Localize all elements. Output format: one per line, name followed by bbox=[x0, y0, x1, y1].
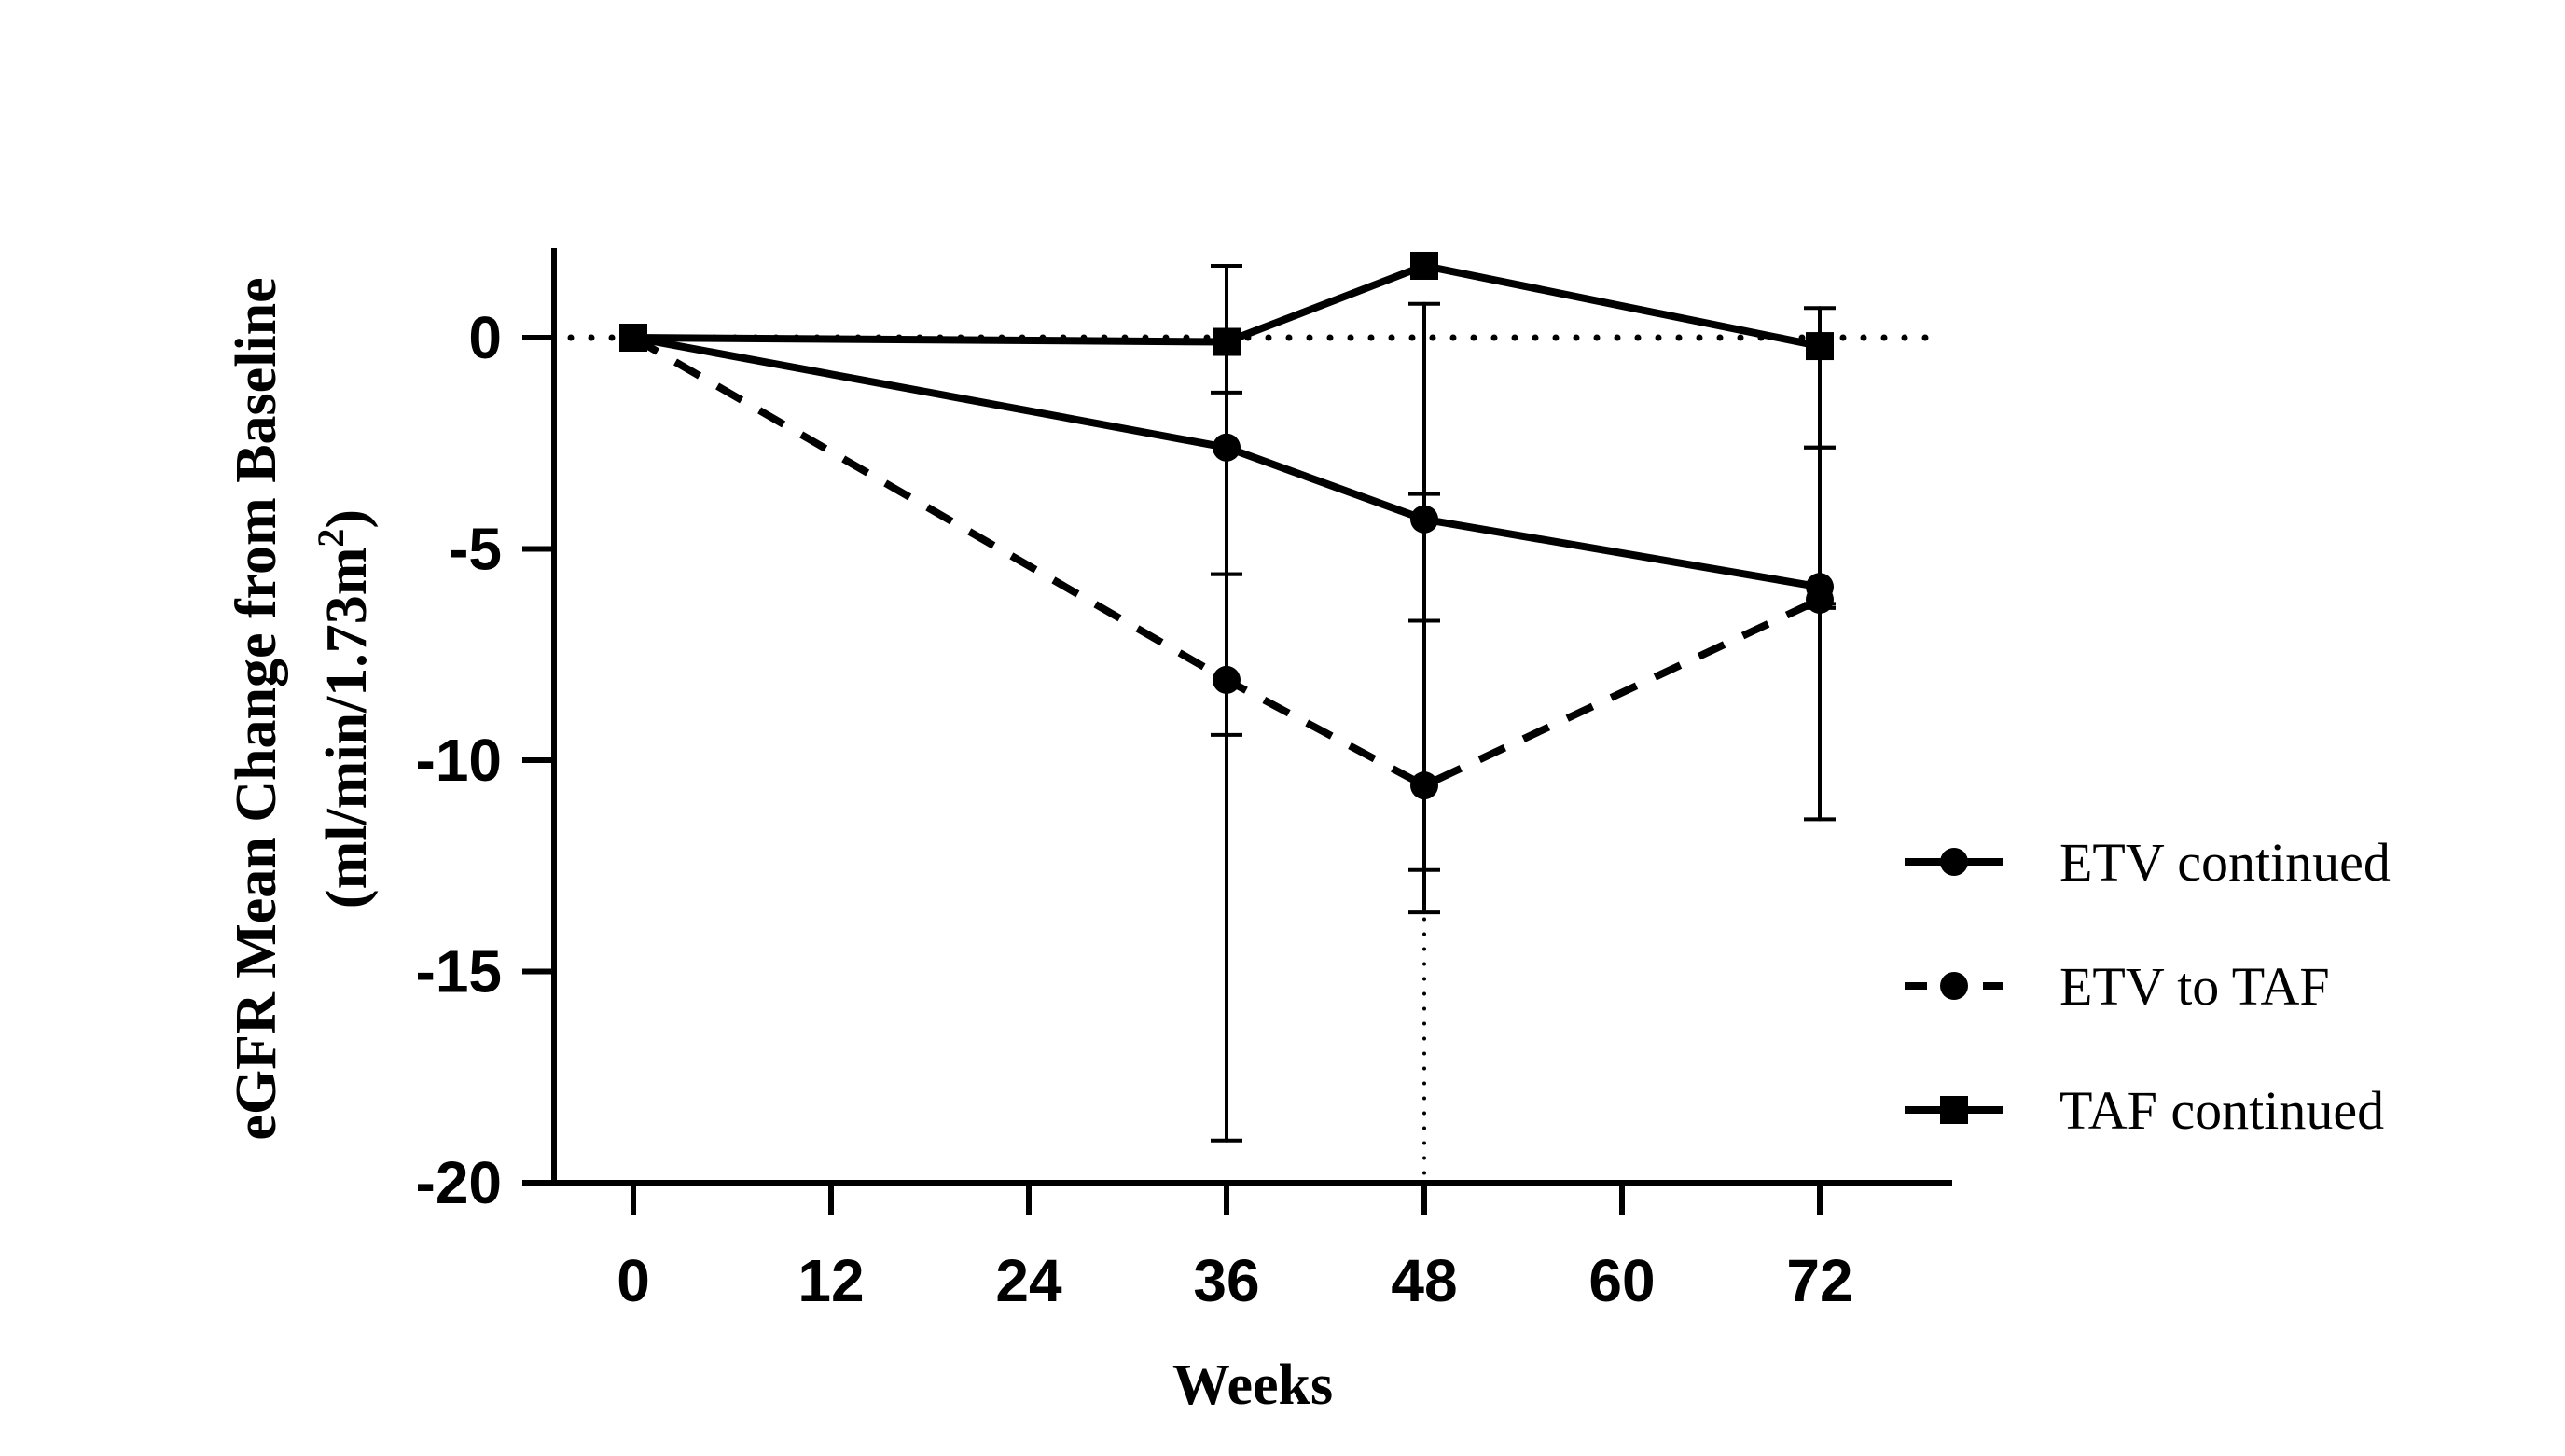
x-tick-label: 36 bbox=[1193, 1247, 1259, 1314]
legend-square-marker bbox=[1940, 1096, 1968, 1124]
square-marker bbox=[619, 324, 647, 352]
x-tick-label: 24 bbox=[995, 1247, 1062, 1314]
square-marker bbox=[1213, 327, 1241, 356]
x-tick-label: 0 bbox=[617, 1247, 650, 1314]
circle-marker bbox=[1410, 505, 1438, 534]
y-tick-label: -5 bbox=[449, 516, 502, 583]
legend-label: TAF continued bbox=[2059, 1080, 2384, 1141]
y-tick-label: 0 bbox=[468, 304, 502, 371]
x-axis-title: Weeks bbox=[1172, 1353, 1333, 1417]
legend-label: ETV to TAF bbox=[2059, 956, 2330, 1017]
series-line bbox=[632, 261, 1821, 350]
series-line bbox=[631, 334, 1822, 790]
legend-circle-marker bbox=[1940, 972, 1968, 1000]
circle-marker bbox=[1410, 771, 1438, 800]
circle-marker bbox=[1213, 665, 1241, 694]
legend-label: ETV continued bbox=[2059, 832, 2391, 893]
circle-marker bbox=[1806, 585, 1834, 614]
y-axis-title-line1: eGFR Mean Change from Baseline bbox=[225, 277, 288, 1140]
y-tick-label: -10 bbox=[416, 727, 503, 794]
x-tick-label: 48 bbox=[1391, 1247, 1457, 1314]
series-line bbox=[632, 334, 1821, 591]
square-marker bbox=[1410, 251, 1438, 280]
x-tick-label: 12 bbox=[797, 1247, 864, 1314]
x-tick-label: 60 bbox=[1588, 1247, 1655, 1314]
legend-circle-marker bbox=[1940, 848, 1968, 876]
y-tick-label: -15 bbox=[416, 938, 503, 1005]
circle-marker bbox=[1213, 433, 1241, 462]
y-axis-title-line2: (ml/min/1.73m2) bbox=[310, 509, 379, 908]
legend: ETV continued ETV to TAF TAF continued bbox=[1905, 832, 2391, 1141]
x-tick-label: 72 bbox=[1786, 1247, 1852, 1314]
y-tick-label: -20 bbox=[416, 1149, 503, 1216]
square-marker bbox=[1806, 332, 1834, 361]
